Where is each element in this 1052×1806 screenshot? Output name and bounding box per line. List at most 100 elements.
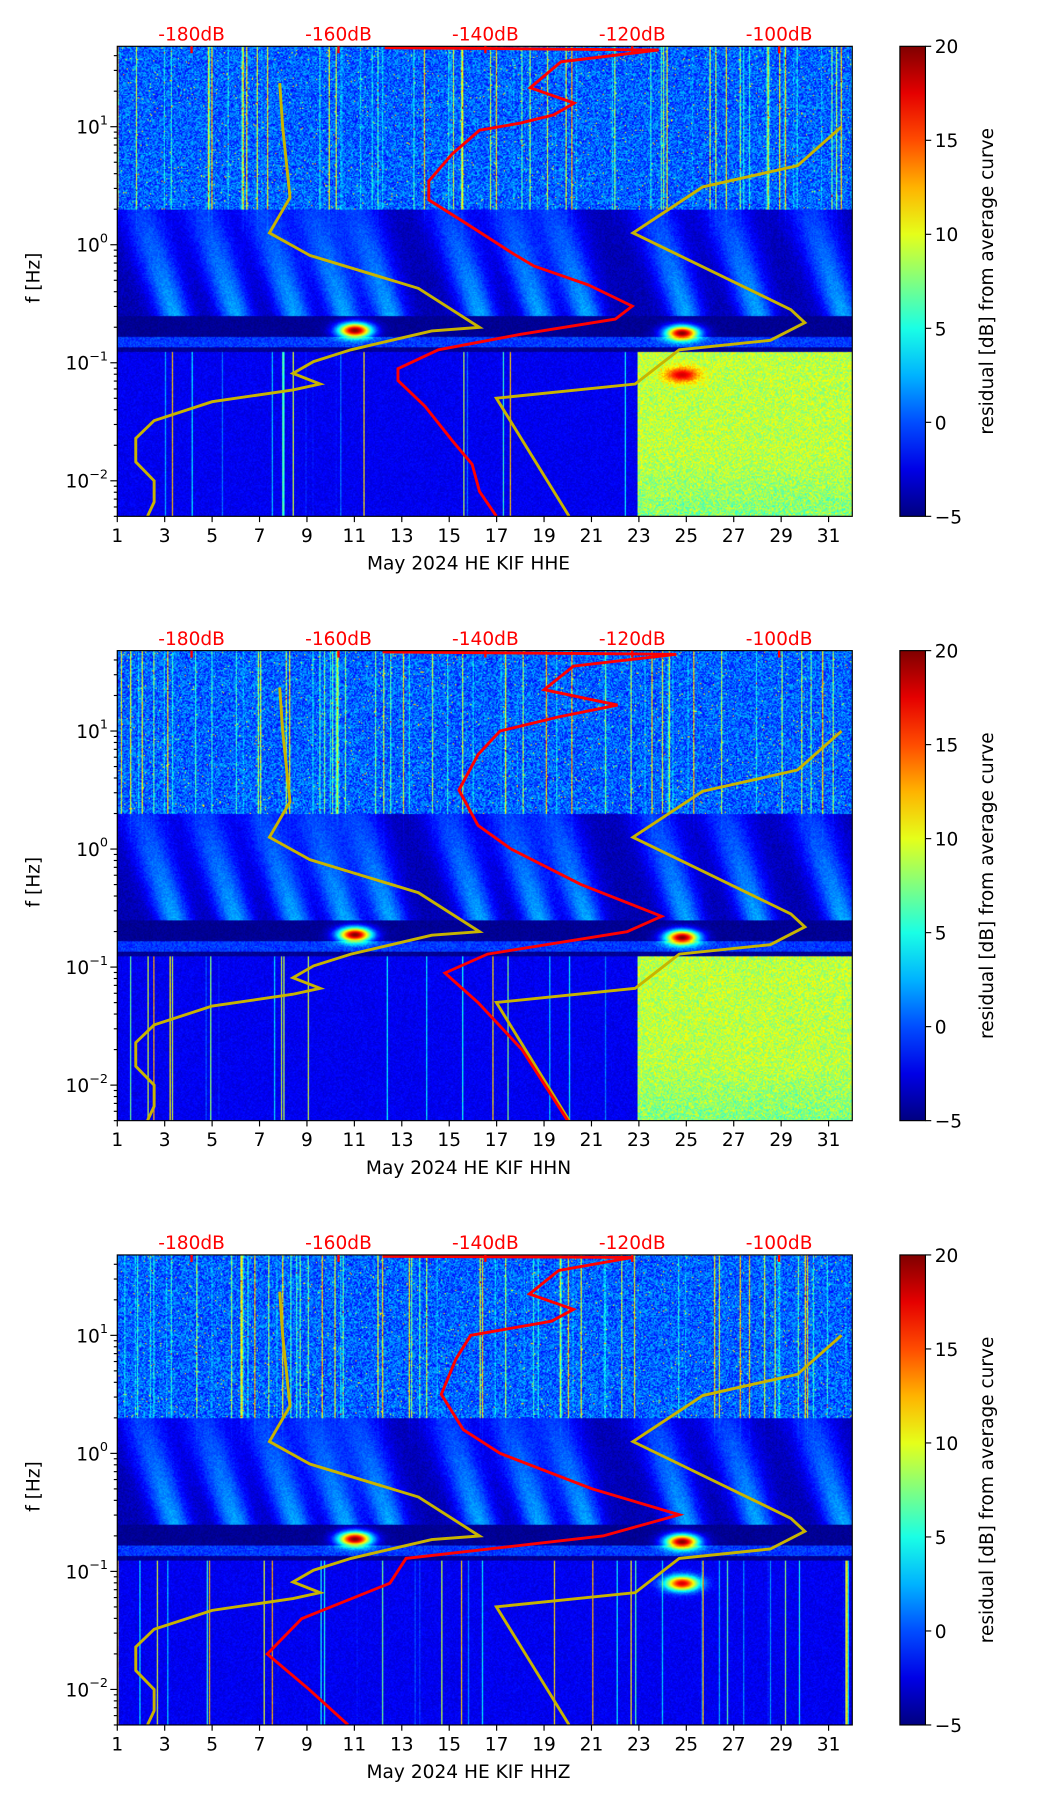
y-tick-base: 10 — [66, 1076, 90, 1097]
x-tick-label: 15 — [437, 1130, 461, 1151]
colorbar-tick-label: 0 — [935, 1018, 947, 1039]
x-tick-label: 11 — [343, 526, 367, 547]
y-tick-label: 10−1 — [66, 349, 108, 374]
curves — [134, 650, 843, 1121]
colorbar-tick-label: 15 — [935, 131, 959, 152]
y-tick-exponent: 1 — [100, 1322, 108, 1337]
db-tick-label: -180dB — [158, 1233, 225, 1254]
x-tick-label: 7 — [254, 1734, 266, 1755]
x-axis-label: May 2024 HE KIF HHE — [367, 554, 570, 575]
x-tick-label: 27 — [722, 1734, 746, 1755]
y-tick-exponent: −2 — [89, 1676, 108, 1691]
x-tick-label: 7 — [254, 526, 266, 547]
low-noise-model-curve — [134, 687, 484, 1121]
y-tick-label: 100 — [76, 231, 108, 256]
y-tick-exponent: 0 — [100, 1440, 108, 1455]
high-noise-model-curve — [493, 125, 843, 517]
curves — [134, 46, 843, 517]
y-tick-label: 10−2 — [66, 468, 108, 493]
y-tick-base: 10 — [66, 354, 90, 375]
x-tick-label: 9 — [301, 1734, 313, 1755]
y-tick-label: 10−1 — [66, 1558, 108, 1583]
db-tick-label: -180dB — [158, 629, 225, 650]
colorbar-tick-label: −5 — [935, 507, 962, 528]
y-tick-exponent: 1 — [100, 718, 108, 733]
y-tick-label: 100 — [76, 1440, 108, 1465]
db-tick-label: -160dB — [305, 25, 372, 46]
y-tick-base: 10 — [76, 1444, 100, 1465]
x-tick-label: 19 — [532, 1130, 556, 1151]
x-tick-label: 1 — [111, 526, 123, 547]
db-tick-label: -120dB — [599, 629, 666, 650]
x-tick-label: 11 — [343, 1130, 367, 1151]
x-tick-label: 11 — [343, 1734, 367, 1755]
colorbar-tick-label: 0 — [935, 1622, 947, 1643]
y-tick-exponent: 0 — [100, 231, 108, 246]
x-tick-label: 19 — [532, 526, 556, 547]
colorbar-tick-label: 20 — [935, 1246, 959, 1267]
y-tick-exponent: −1 — [89, 954, 108, 969]
x-tick-label: 21 — [580, 526, 604, 547]
y-tick-label: 10−2 — [66, 1072, 108, 1097]
x-tick-label: 23 — [627, 1734, 651, 1755]
y-tick-label: 101 — [76, 1322, 108, 1347]
colorbar-tick-label: 5 — [935, 319, 947, 340]
y-axis-label: f [Hz] — [23, 857, 44, 908]
colorbar-tick-label: 0 — [935, 413, 947, 434]
x-tick-label: 3 — [159, 1734, 171, 1755]
db-tick-label: -100dB — [746, 629, 813, 650]
y-tick-exponent: −2 — [89, 468, 108, 483]
y-axis-label: f [Hz] — [23, 253, 44, 304]
curves — [134, 1254, 843, 1725]
x-tick-label: 31 — [817, 526, 841, 547]
colorbar-tick-label: −5 — [935, 1112, 962, 1133]
y-tick-base: 10 — [76, 118, 100, 139]
colorbar-tick-label: 10 — [935, 1434, 959, 1455]
spectrogram-heatmap — [117, 1254, 853, 1725]
x-tick-label: 15 — [437, 526, 461, 547]
y-tick-exponent: 0 — [100, 836, 108, 851]
y-tick-base: 10 — [76, 1326, 100, 1347]
db-tick-label: -140dB — [452, 629, 519, 650]
x-tick-label: 21 — [580, 1734, 604, 1755]
y-tick-base: 10 — [66, 1680, 90, 1701]
db-tick-label: -120dB — [599, 25, 666, 46]
x-tick-label: 13 — [390, 526, 414, 547]
y-tick-exponent: −1 — [89, 349, 108, 364]
x-tick-label: 27 — [722, 526, 746, 547]
x-axis-label: May 2024 HE KIF HHN — [366, 1158, 571, 1179]
x-tick-label: 5 — [206, 526, 218, 547]
colorbar-tick-label: −5 — [935, 1716, 962, 1737]
colorbar-label: residual [dB] from average curve — [977, 128, 998, 435]
x-tick-label: 31 — [817, 1734, 841, 1755]
y-tick-label: 100 — [76, 836, 108, 861]
x-tick-label: 3 — [159, 1130, 171, 1151]
db-tick-label: -160dB — [305, 629, 372, 650]
spectrogram-heatmap — [117, 46, 853, 517]
colorbar-label: residual [dB] from average curve — [977, 1337, 998, 1644]
x-tick-label: 9 — [301, 526, 313, 547]
x-tick-label: 25 — [674, 1734, 698, 1755]
x-tick-label: 23 — [627, 1130, 651, 1151]
x-tick-label: 17 — [485, 1130, 509, 1151]
average-psd-curve — [265, 1254, 685, 1725]
x-tick-label: 17 — [485, 526, 509, 547]
y-tick-exponent: 1 — [100, 113, 108, 128]
y-tick-base: 10 — [66, 1562, 90, 1583]
x-tick-label: 5 — [206, 1734, 218, 1755]
spectrogram-heatmap — [117, 650, 853, 1121]
colorbar-tick-label: 20 — [935, 642, 959, 663]
x-tick-label: 25 — [674, 526, 698, 547]
colorbar-tick-label: 15 — [935, 1340, 959, 1361]
x-tick-label: 1 — [111, 1734, 123, 1755]
db-tick-label: -100dB — [746, 1233, 813, 1254]
x-tick-label: 13 — [390, 1130, 414, 1151]
colorbar-tick-label: 15 — [935, 736, 959, 757]
x-tick-label: 9 — [301, 1130, 313, 1151]
x-tick-label: 29 — [769, 1130, 793, 1151]
x-tick-label: 29 — [769, 1734, 793, 1755]
colorbar-tick-label: 5 — [935, 924, 947, 945]
average-psd-curve — [384, 46, 659, 517]
